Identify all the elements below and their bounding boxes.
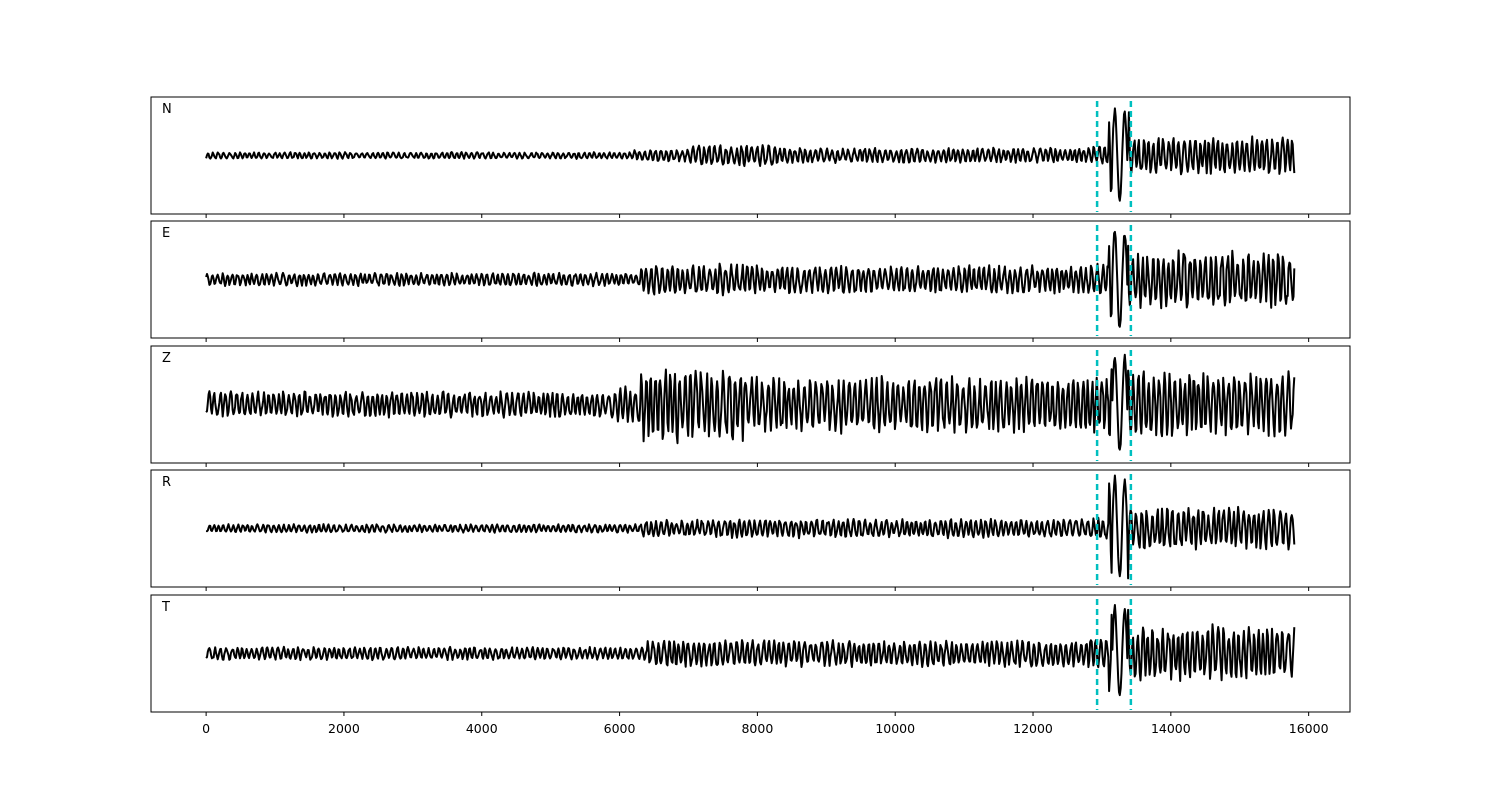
panel-r: R — [150, 469, 1351, 591]
x-tick-label: 8000 — [741, 721, 773, 736]
panel-z: Z — [150, 345, 1351, 467]
trace-z — [205, 353, 1296, 451]
panel-label-r: R — [162, 475, 171, 490]
x-tick-label: 0 — [202, 721, 210, 736]
panel-label-n: N — [162, 102, 172, 117]
panel-frame — [150, 96, 1351, 215]
x-tick-label: 6000 — [604, 721, 636, 736]
x-tick-label: 14000 — [1151, 721, 1191, 736]
panel-frame — [150, 469, 1351, 588]
panel-label-t: T — [161, 600, 170, 615]
trace-t — [205, 604, 1296, 697]
trace-n — [205, 107, 1296, 202]
x-tick-label: 4000 — [466, 721, 498, 736]
panel-frame — [150, 220, 1351, 339]
panel-label-e: E — [162, 226, 170, 241]
panel-n: N — [150, 96, 1351, 218]
panel-frame — [150, 345, 1351, 464]
panel-frame — [150, 594, 1351, 713]
x-tick-label: 12000 — [1013, 721, 1053, 736]
trace-e — [205, 230, 1296, 328]
panel-label-z: Z — [162, 351, 171, 366]
trace-r — [205, 474, 1296, 580]
x-tick-label: 16000 — [1289, 721, 1329, 736]
x-tick-label: 10000 — [875, 721, 915, 736]
panel-t: T — [150, 594, 1351, 716]
x-tick-label: 2000 — [328, 721, 360, 736]
panel-e: E — [150, 220, 1351, 342]
